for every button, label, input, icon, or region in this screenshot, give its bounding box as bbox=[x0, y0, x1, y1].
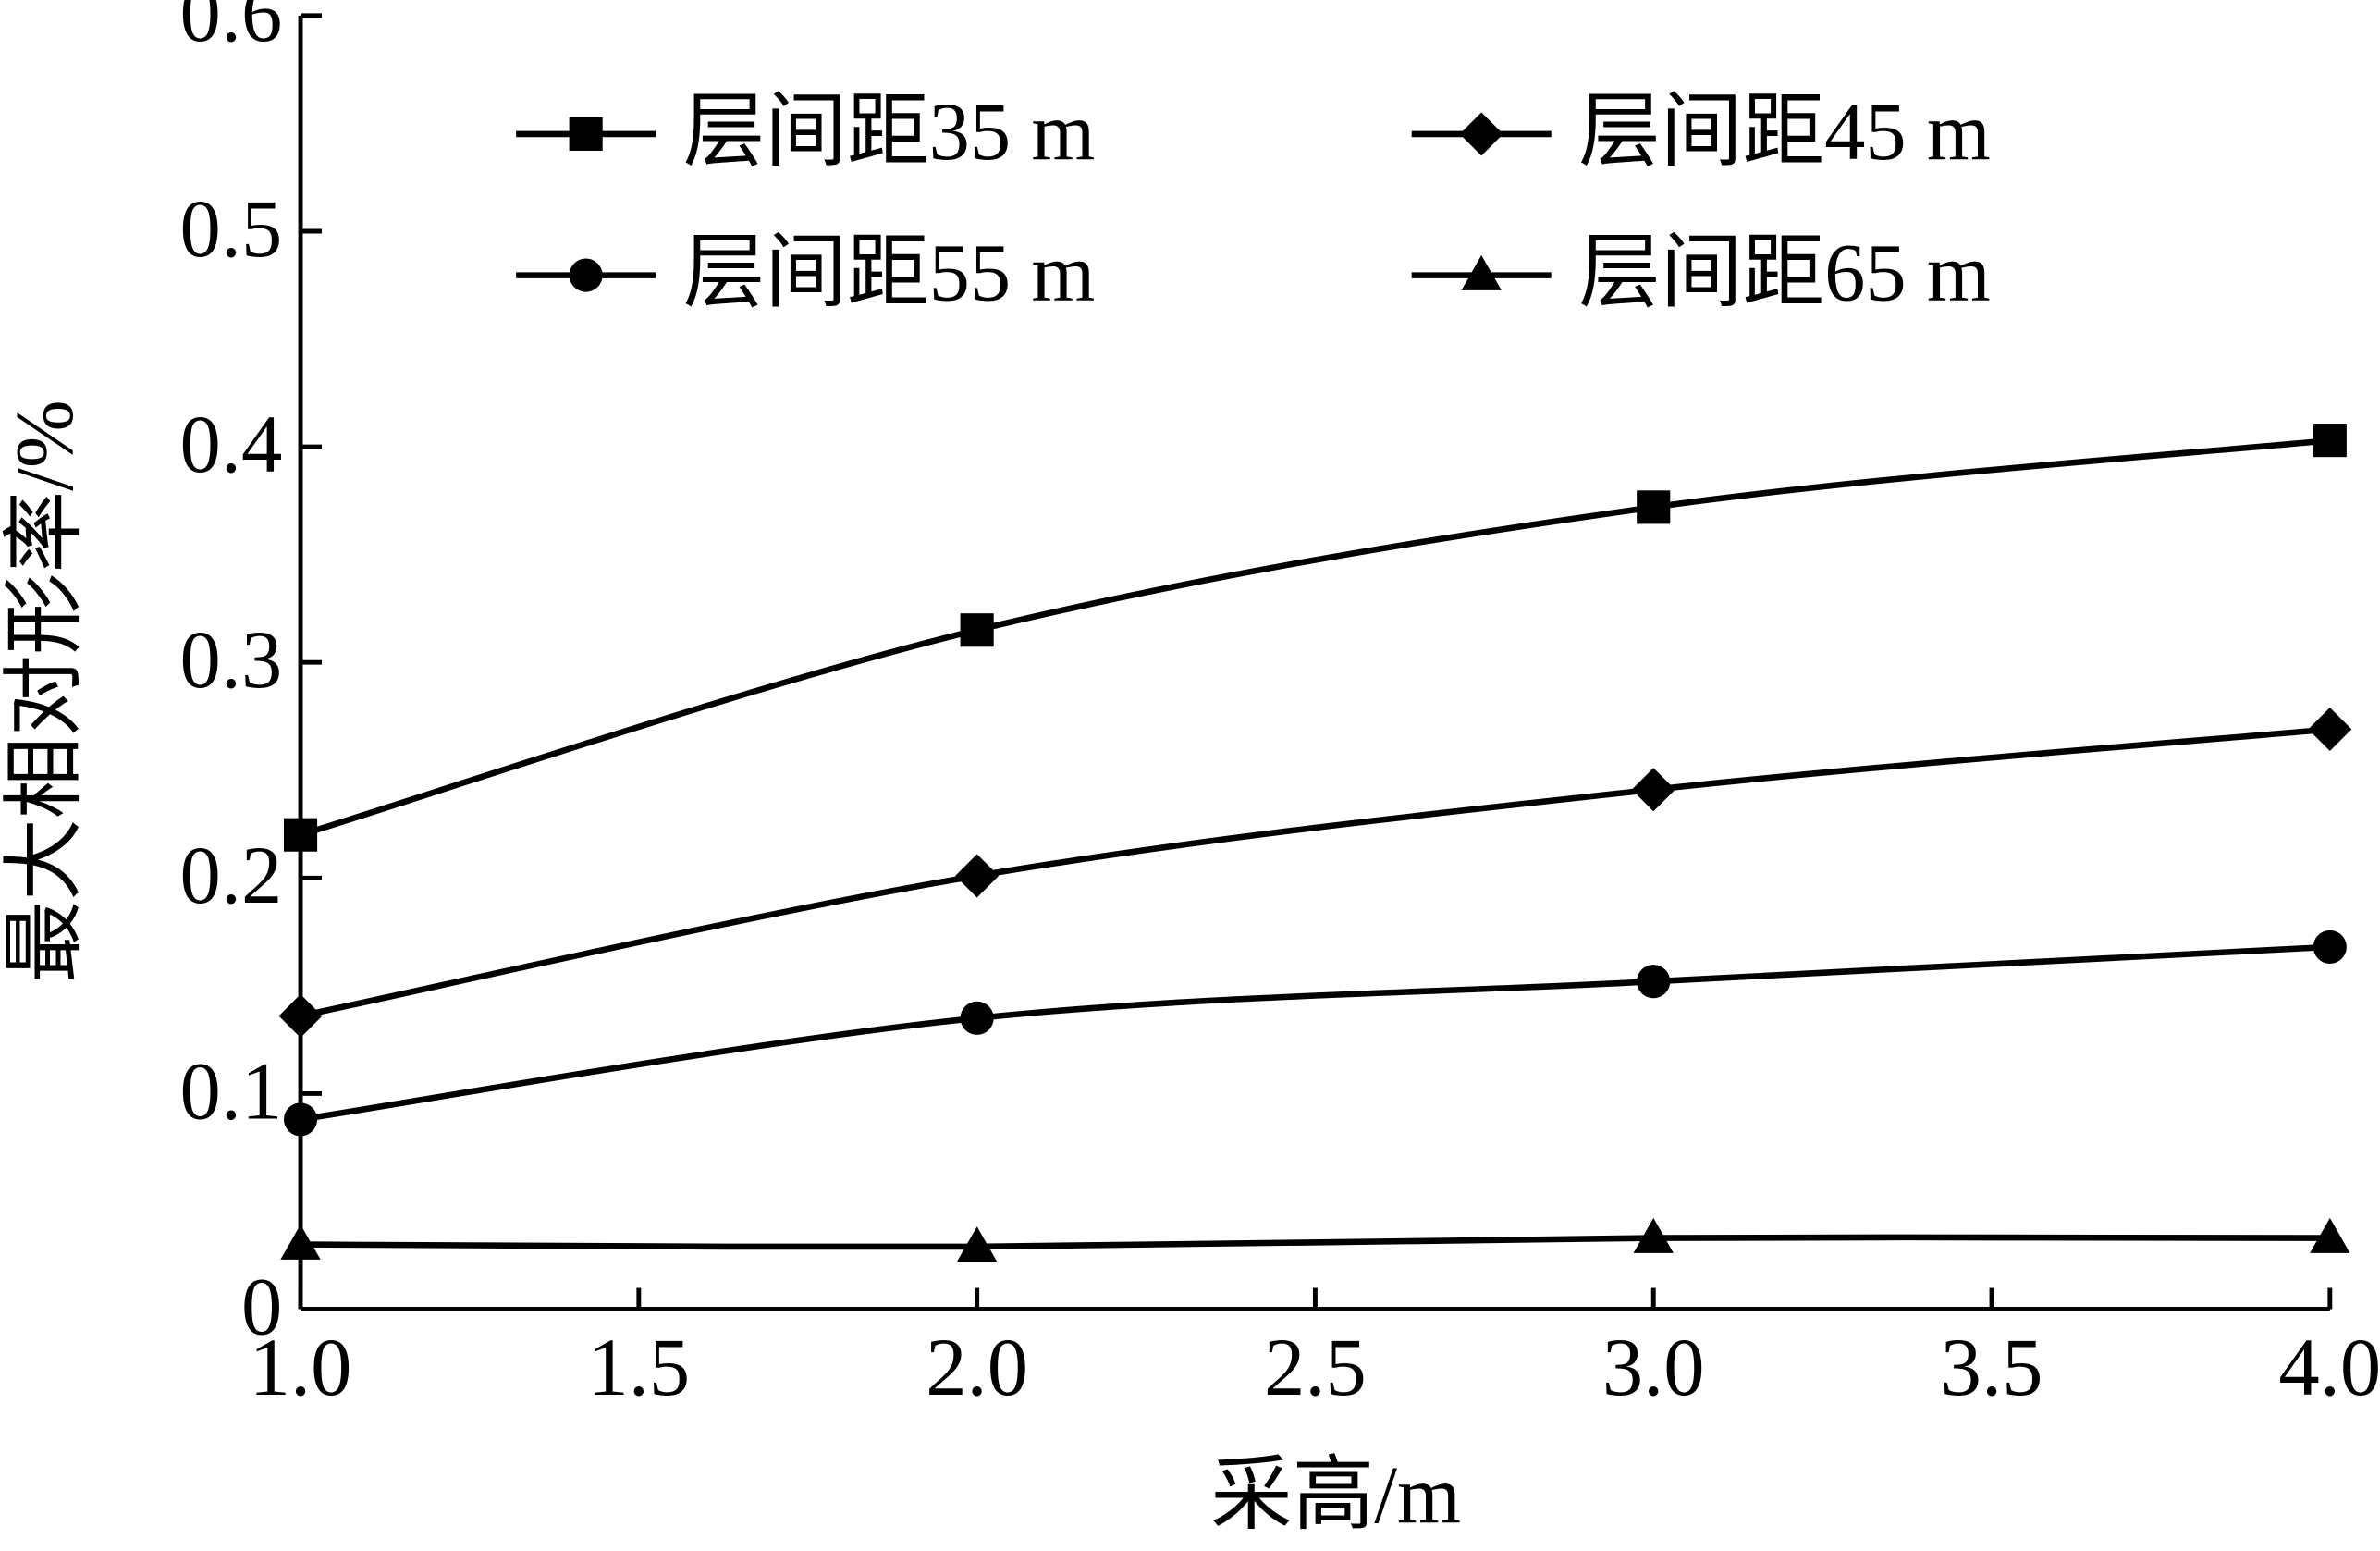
series-line bbox=[300, 437, 2331, 838]
data-point bbox=[283, 1102, 318, 1137]
x-tick-label: 2.0 bbox=[926, 1323, 1028, 1413]
x-tick-label: 1.5 bbox=[587, 1323, 690, 1413]
y-tick-label: 0.3 bbox=[180, 615, 283, 706]
series-line bbox=[300, 943, 2330, 1123]
data-point bbox=[1637, 490, 1671, 524]
legend-marker bbox=[1459, 112, 1503, 156]
y-tick-label: 0.4 bbox=[180, 400, 283, 490]
data-point bbox=[960, 613, 994, 647]
x-tick-label: 2.5 bbox=[1264, 1323, 1367, 1413]
series-line bbox=[301, 1234, 2330, 1250]
legend-marker bbox=[1461, 254, 1502, 290]
data-point bbox=[2313, 929, 2347, 964]
x-axis-label: 采高/m bbox=[1210, 1450, 1461, 1541]
x-tick-label: 3.0 bbox=[1602, 1323, 1705, 1413]
y-tick-label: 0.6 bbox=[180, 0, 283, 59]
y-tick-label: 0.2 bbox=[180, 831, 283, 921]
legend-label: 层间距65 m bbox=[1578, 228, 1991, 319]
legend-label: 层间距45 m bbox=[1578, 87, 1991, 178]
data-point bbox=[1633, 1217, 1674, 1253]
data-point bbox=[955, 854, 1000, 898]
data-point bbox=[278, 994, 323, 1038]
x-tick-label: 4.0 bbox=[2278, 1323, 2380, 1413]
y-tick-label: 0.5 bbox=[180, 184, 283, 275]
data-point bbox=[1631, 768, 1675, 812]
x-tick-label: 1.0 bbox=[250, 1323, 352, 1413]
legend-marker bbox=[569, 117, 603, 151]
data-point bbox=[956, 1226, 998, 1262]
legend-label: 层间距35 m bbox=[683, 87, 1096, 178]
data-point bbox=[960, 1001, 994, 1035]
data-point bbox=[2313, 424, 2347, 458]
y-tick-label: 0 bbox=[241, 1262, 282, 1352]
series-line bbox=[300, 726, 2331, 1019]
data-point bbox=[1637, 965, 1671, 999]
data-point bbox=[283, 818, 318, 852]
x-tick-label: 3.5 bbox=[1941, 1323, 2043, 1413]
y-axis-label: 最大相对形率/% bbox=[0, 400, 91, 982]
data-point bbox=[2308, 707, 2352, 751]
data-point bbox=[2310, 1217, 2350, 1253]
legend-marker bbox=[569, 258, 603, 292]
legend-label: 层间距55 m bbox=[683, 228, 1096, 319]
data-point bbox=[280, 1224, 321, 1260]
y-tick-label: 0.1 bbox=[180, 1046, 283, 1137]
